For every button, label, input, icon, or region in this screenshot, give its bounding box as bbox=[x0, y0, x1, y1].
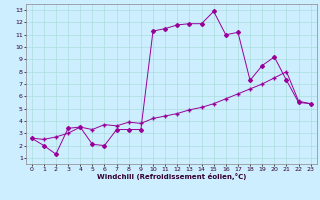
X-axis label: Windchill (Refroidissement éolien,°C): Windchill (Refroidissement éolien,°C) bbox=[97, 173, 246, 180]
